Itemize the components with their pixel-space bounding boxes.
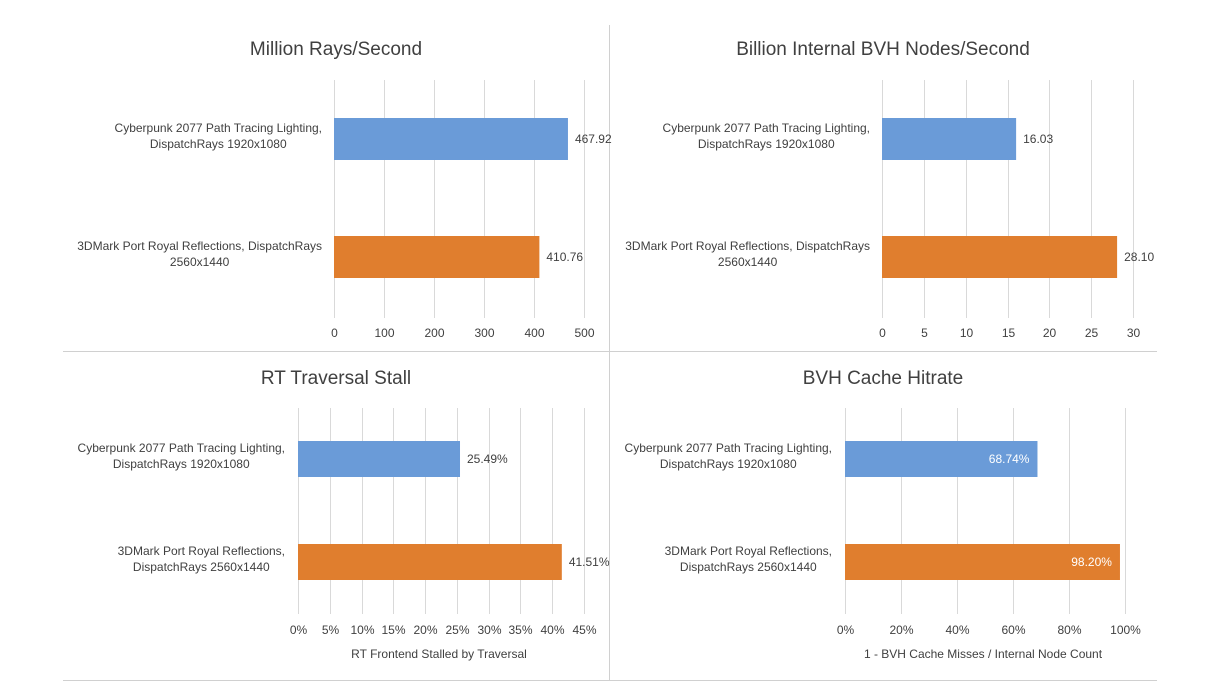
category-label: 3DMark Port Royal Reflections, DispatchR… (625, 239, 870, 253)
x-tick-label: 35% (508, 623, 532, 637)
x-tick-label: 200 (424, 326, 444, 340)
category-label: DispatchRays 1920x1080 (113, 457, 250, 471)
x-tick-label: 400 (524, 326, 544, 340)
x-tick-label: 25 (1085, 326, 1099, 340)
x-tick-label: 10 (960, 326, 974, 340)
data-label: 28.10 (1124, 250, 1154, 264)
x-tick-label: 15 (1002, 326, 1016, 340)
x-tick-label: 20% (413, 623, 437, 637)
chart-title: RT Traversal Stall (261, 368, 411, 389)
x-tick-label: 20% (889, 623, 913, 637)
category-label: DispatchRays 2560x1440 (680, 560, 817, 574)
data-label: 98.20% (1071, 555, 1112, 569)
category-label: DispatchRays 1920x1080 (698, 137, 835, 151)
bar (298, 441, 461, 477)
x-tick-label: 45% (572, 623, 596, 637)
x-tick-label: 300 (474, 326, 494, 340)
data-label: 41.51% (569, 555, 610, 569)
bar (845, 544, 1120, 580)
bar (845, 441, 1038, 477)
category-label: Cyberpunk 2077 Path Tracing Lighting, (663, 121, 870, 135)
x-tick-label: 40% (945, 623, 969, 637)
x-tick-label: 40% (540, 623, 564, 637)
data-label: 68.74% (989, 452, 1030, 466)
data-label: 410.76 (546, 250, 583, 264)
x-tick-label: 0% (837, 623, 855, 637)
x-tick-label: 5 (921, 326, 928, 340)
x-tick-label: 25% (445, 623, 469, 637)
bar (882, 118, 1017, 160)
x-tick-label: 5% (322, 623, 340, 637)
x-tick-label: 80% (1057, 623, 1081, 637)
x-tick-label: 30 (1127, 326, 1141, 340)
category-label: 3DMark Port Royal Reflections, (665, 544, 832, 558)
x-tick-label: 500 (574, 326, 594, 340)
category-label: DispatchRays 1920x1080 (150, 137, 287, 151)
x-tick-label: 0% (290, 623, 308, 637)
x-tick-label: 0 (331, 326, 338, 340)
category-label: 2560x1440 (718, 255, 778, 269)
bar (882, 236, 1118, 278)
x-tick-label: 0 (879, 326, 886, 340)
category-label: Cyberpunk 2077 Path Tracing Lighting, (625, 441, 832, 455)
x-tick-label: 15% (381, 623, 405, 637)
x-axis-title: 1 - BVH Cache Misses / Internal Node Cou… (864, 647, 1103, 661)
bar (334, 236, 540, 278)
bar (334, 118, 568, 160)
category-label: DispatchRays 2560x1440 (133, 560, 270, 574)
x-tick-label: 30% (477, 623, 501, 637)
data-label: 25.49% (467, 452, 508, 466)
category-label: DispatchRays 1920x1080 (660, 457, 797, 471)
x-tick-label: 20 (1043, 326, 1057, 340)
category-label: 3DMark Port Royal Reflections, (118, 544, 285, 558)
chart-title: BVH Cache Hitrate (803, 368, 964, 389)
x-tick-label: 100 (374, 326, 394, 340)
x-tick-label: 100% (1110, 623, 1141, 637)
bar (298, 544, 562, 580)
category-label: 2560x1440 (170, 255, 230, 269)
category-label: Cyberpunk 2077 Path Tracing Lighting, (78, 441, 285, 455)
x-tick-label: 10% (350, 623, 374, 637)
chart-title: Billion Internal BVH Nodes/Second (736, 39, 1030, 60)
data-label: 467.92 (575, 132, 612, 146)
x-axis-title: RT Frontend Stalled by Traversal (351, 647, 527, 661)
category-label: 3DMark Port Royal Reflections, DispatchR… (77, 239, 322, 253)
x-tick-label: 60% (1001, 623, 1025, 637)
category-label: Cyberpunk 2077 Path Tracing Lighting, (115, 121, 322, 135)
chart-title: Million Rays/Second (250, 39, 422, 60)
data-label: 16.03 (1023, 132, 1053, 146)
